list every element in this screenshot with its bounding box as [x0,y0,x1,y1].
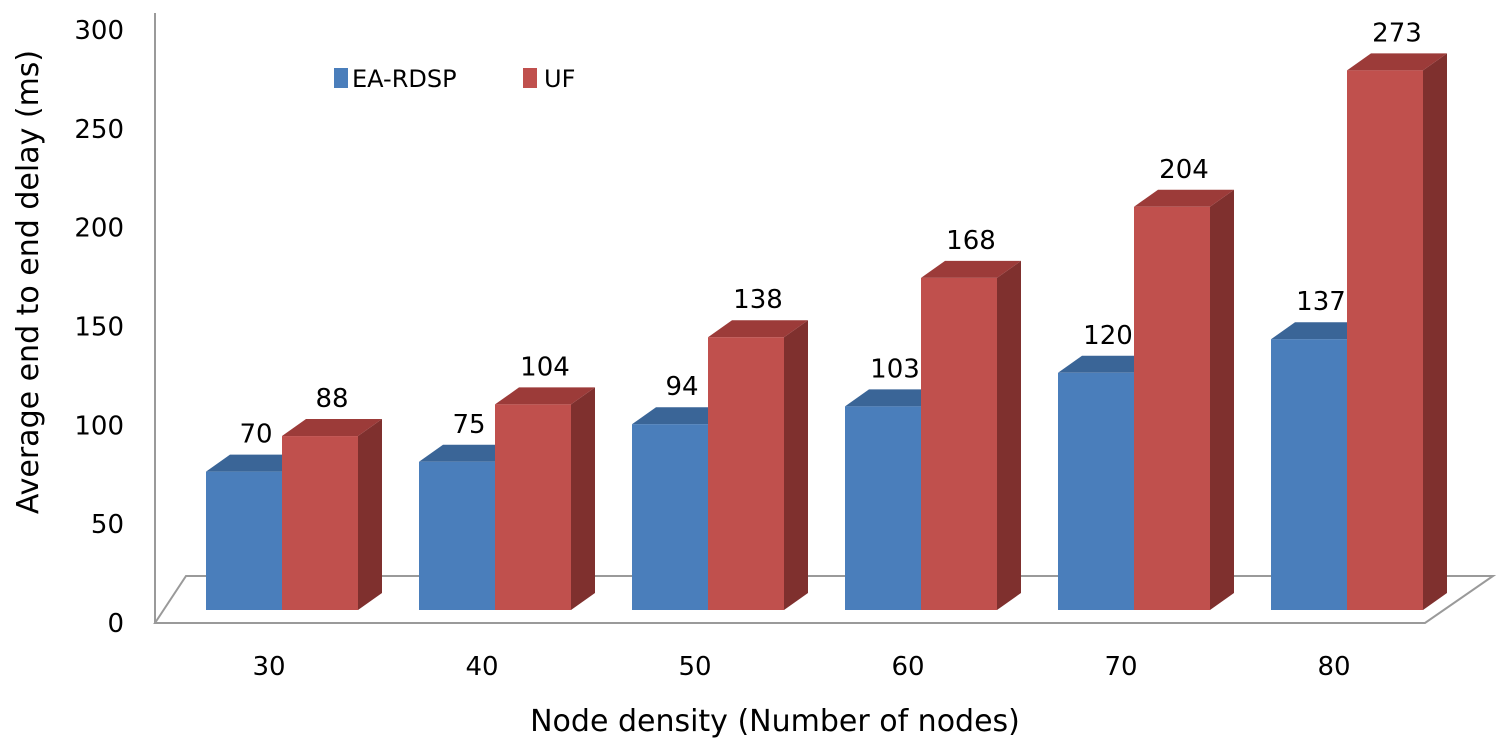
data-label: 94 [665,372,698,402]
data-label: 75 [452,410,485,440]
data-label: 88 [315,384,348,414]
y-tick-label: 0 [107,609,124,639]
bar-uf-80 [1347,53,1447,611]
data-label: 70 [239,420,272,450]
bar-top-face [495,387,595,405]
bar-side-face [997,260,1021,610]
bar-top-face [845,389,945,407]
bar-top-face [1058,355,1158,373]
bar-uf-60 [921,260,1021,610]
data-label: 104 [520,352,570,382]
legend-swatch-ea-rdsp [334,68,348,88]
bar-uf-40 [495,387,595,610]
data-labels-group: 70 75 94 103 120 137 88 104 138 168 204 273 [239,18,1421,449]
y-tick-label: 100 [74,411,124,441]
bar-front-face [1271,339,1347,610]
bar-front-face [495,404,571,610]
bar-front-face [1347,70,1423,611]
bar-front-face [921,277,997,610]
bar-front-face [1134,206,1210,610]
bar-side-face [1423,53,1447,611]
bar-top-face [1347,53,1447,71]
data-label: 103 [870,354,920,384]
x-tick-label: 30 [252,652,285,682]
legend-label-ea-rdsp: EA-RDSP [352,65,457,93]
y-tick-label: 150 [74,313,124,343]
bar-side-face [571,387,595,610]
y-tick-label: 200 [74,214,124,244]
data-label: 120 [1083,321,1133,351]
bar-top-face [1134,189,1234,207]
bar-front-face [1058,372,1134,610]
bar-front-face [632,424,708,610]
bar-uf-30 [282,419,382,610]
legend-swatch-uf [523,68,537,88]
y-tick-label: 300 [74,16,124,46]
legend-label-uf: UF [544,65,575,93]
bar-side-face [1210,189,1234,610]
y-tick-label: 250 [74,115,124,145]
bar-top-face [206,454,306,472]
x-tick-label: 70 [1104,652,1137,682]
data-label: 273 [1372,18,1422,48]
bar-uf-70 [1134,189,1234,610]
x-tick-label: 80 [1317,652,1350,682]
bars-group [206,53,1447,611]
bar-top-face [1271,322,1371,340]
bar-front-face [708,337,784,610]
data-label: 138 [733,285,783,315]
legend: EA-RDSP UF [334,65,575,93]
x-tick-label: 50 [678,652,711,682]
data-label: 204 [1159,155,1209,185]
data-label: 168 [946,226,996,256]
x-tick-label: 40 [465,652,498,682]
bar-top-face [632,407,732,425]
bar-front-face [282,436,358,610]
bar-front-face [419,461,495,610]
bar-uf-50 [708,320,808,610]
y-tick-label: 50 [91,510,124,540]
bar-front-face [845,406,921,610]
bar-front-face [206,471,282,610]
data-label: 137 [1296,287,1346,317]
bar-top-face [921,260,1021,278]
bar-side-face [784,320,808,610]
axes-group: 0 50 100 150 200 250 300 30 40 50 60 70 80 [74,13,1351,682]
bar-top-face [419,444,519,462]
x-tick-label: 60 [891,652,924,682]
y-axis-title: Average end to end delay (ms) [11,50,46,514]
x-axis-title: Node density (Number of nodes) [530,704,1020,739]
bar-top-face [708,320,808,338]
bar-top-face [282,419,382,437]
bar-side-face [358,419,382,610]
